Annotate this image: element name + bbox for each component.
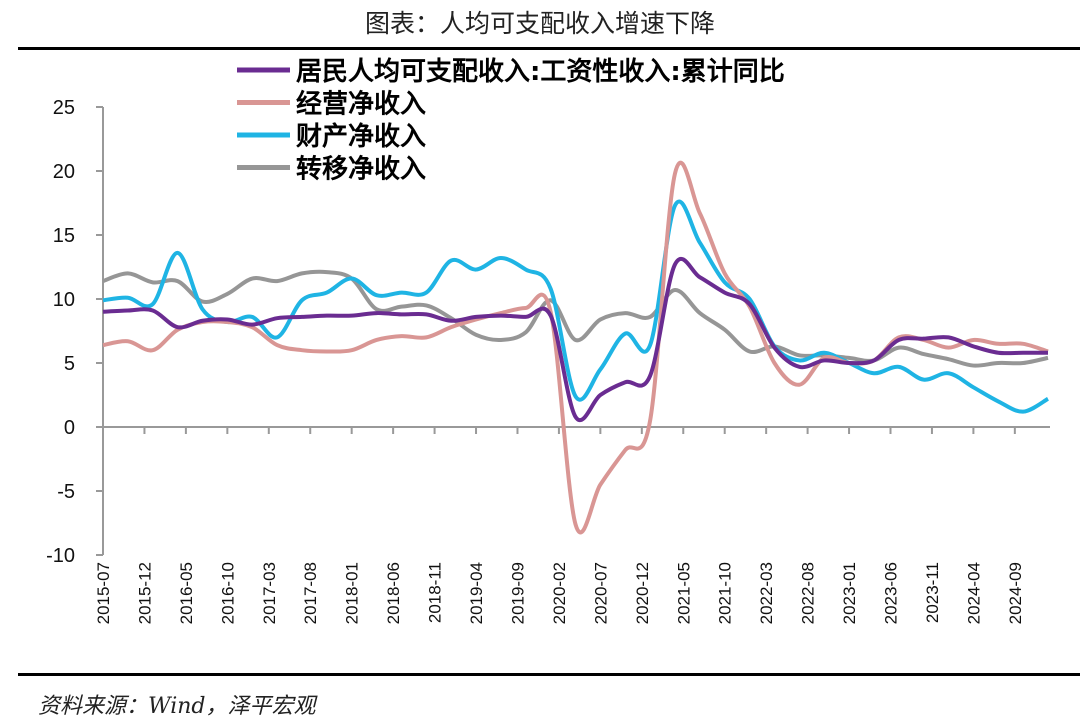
x-tick-label: 2016-10 xyxy=(218,562,237,624)
bottom-rule xyxy=(18,673,1080,676)
y-tick-label: 25 xyxy=(53,97,75,119)
source-note: 资料来源：Wind，泽平宏观 xyxy=(38,694,316,719)
x-tick-label: 2021-05 xyxy=(674,562,693,624)
x-tick-label: 2017-03 xyxy=(260,562,279,624)
top-rule xyxy=(18,47,1080,50)
x-tick-label: 2018-11 xyxy=(426,562,445,623)
x-tick-label: 2016-05 xyxy=(177,562,196,624)
x-tick-label: 2019-09 xyxy=(508,562,527,624)
series-line-3 xyxy=(102,269,1049,368)
x-tick-label: 2018-01 xyxy=(343,562,362,624)
y-tick-label: 20 xyxy=(53,161,75,183)
y-tick-label: 10 xyxy=(53,289,75,311)
x-tick-label: 2021-10 xyxy=(716,562,735,624)
x-tick-label: 2020-07 xyxy=(591,562,610,624)
legend-label: 居民人均可支配收入:工资性收入:累计同比 xyxy=(296,57,785,87)
x-tick-label: 2015-07 xyxy=(94,562,113,624)
legend-label: 财产净收入 xyxy=(296,122,426,152)
y-tick-label: 0 xyxy=(64,417,75,439)
x-tick-label: 2024-09 xyxy=(1006,562,1025,624)
x-tick-label: 2018-06 xyxy=(384,562,403,624)
legend-label: 转移净收入 xyxy=(296,155,426,185)
y-tick-label: 5 xyxy=(64,353,75,375)
x-tick-label: 2022-08 xyxy=(799,562,818,624)
x-tick-label: 2022-03 xyxy=(757,562,776,624)
x-tick-label: 2017-08 xyxy=(301,562,320,624)
x-tick-label: 2019-04 xyxy=(467,562,486,624)
x-tick-label: 2023-11 xyxy=(923,562,942,623)
y-tick-label: 15 xyxy=(53,225,75,247)
series-line-0 xyxy=(102,256,1048,422)
chart-title: 图表：人均可支配收入增速下降 xyxy=(364,9,715,38)
x-tick-label: 2020-12 xyxy=(633,562,652,624)
x-tick-label: 2023-06 xyxy=(882,562,901,624)
x-tick-label: 2023-01 xyxy=(840,562,859,624)
x-tick-label: 2024-04 xyxy=(964,562,983,624)
y-tick-label: -5 xyxy=(57,481,75,503)
y-tick-label: -10 xyxy=(46,545,75,567)
x-tick-label: 2015-12 xyxy=(135,562,154,624)
series-line-2 xyxy=(102,199,1050,414)
legend-label: 经营净收入 xyxy=(296,89,426,120)
x-tick-label: 2020-02 xyxy=(550,562,569,624)
